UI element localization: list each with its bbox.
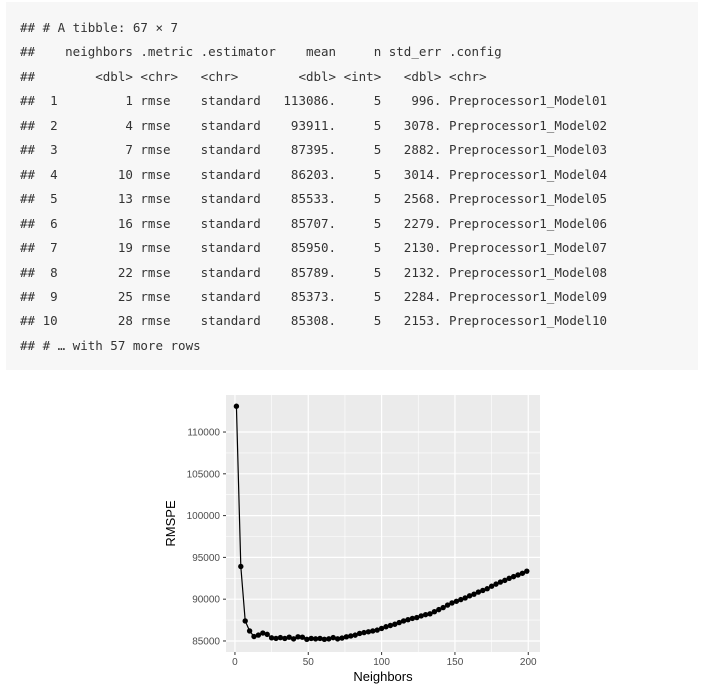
point [515, 572, 521, 578]
point [308, 635, 314, 642]
point [502, 577, 508, 584]
point [326, 636, 332, 642]
x-axis-label: Neighbors [353, 669, 413, 684]
point [471, 591, 477, 597]
console-line: ## 6 16 rmse standard 85707. 5 2279. Pre… [20, 215, 607, 231]
point [334, 636, 341, 642]
y-tick-label: 110000 [187, 428, 220, 439]
console-line: ## <dbl> <chr> <chr> <dbl> <int> <dbl> <… [20, 68, 487, 84]
console-line: ## 5 13 rmse standard 85533. 5 2568. Pre… [20, 191, 607, 207]
point [295, 634, 301, 640]
point [418, 613, 424, 619]
console-output: ## # A tibble: 67 × 7 ## neighbors .metri… [6, 2, 698, 370]
point [339, 635, 345, 641]
point [321, 636, 328, 642]
console-line: ## 3 7 rmse standard 87395. 5 2882. Prep… [20, 142, 607, 158]
point [431, 609, 438, 615]
point [238, 563, 244, 570]
x-tick-label: 150 [447, 657, 464, 668]
point [519, 570, 526, 576]
x-tick-label: 100 [373, 657, 390, 668]
point [466, 593, 473, 599]
point [290, 636, 297, 642]
point [286, 634, 292, 640]
point [370, 628, 376, 634]
point [374, 627, 380, 633]
point [273, 635, 279, 642]
point [400, 618, 407, 624]
point [427, 611, 433, 617]
point [449, 600, 455, 606]
point [396, 619, 402, 626]
point [409, 615, 416, 622]
point [506, 575, 512, 581]
console-line: ## 1 1 rmse standard 113086. 5 996. Prep… [20, 93, 607, 109]
point [317, 635, 323, 642]
point [343, 634, 350, 640]
console-line: ## neighbors .metric .estimator mean n s… [20, 44, 502, 60]
y-tick-label: 100000 [187, 511, 221, 522]
console-line: ## 8 22 rmse standard 85789. 5 2132. Pre… [20, 264, 607, 280]
point [246, 628, 253, 634]
point [242, 618, 248, 624]
point [312, 636, 319, 642]
console-line: ## # A tibble: 67 × 7 [20, 20, 179, 35]
point [260, 630, 266, 636]
point [352, 632, 358, 638]
point [251, 633, 257, 640]
x-tick-label: 50 [303, 657, 315, 668]
y-tick-label: 90000 [192, 595, 220, 606]
point [255, 632, 262, 638]
console-line: ## 7 19 rmse standard 85950. 5 2130. Pre… [20, 240, 607, 256]
point [304, 636, 310, 642]
point [484, 586, 490, 592]
point [282, 635, 288, 642]
y-tick-label: 95000 [192, 553, 220, 564]
y-tick-label: 105000 [187, 469, 221, 480]
console-line: ## 4 10 rmse standard 86203. 5 3014. Pre… [20, 166, 607, 182]
point [299, 634, 306, 640]
point [356, 630, 363, 637]
point [458, 596, 464, 603]
point [392, 621, 398, 627]
point [264, 631, 270, 638]
point [233, 403, 240, 409]
point [493, 581, 499, 587]
point [453, 598, 460, 604]
point [475, 589, 482, 595]
console-line: ## 2 4 rmse standard 93911. 5 3078. Prep… [20, 117, 607, 133]
point [480, 587, 486, 594]
point [510, 573, 517, 580]
console-line: ## # … with 57 more rows [20, 337, 201, 353]
point [365, 629, 372, 635]
point [405, 616, 411, 623]
point [387, 622, 394, 629]
point [414, 614, 420, 621]
point [348, 633, 354, 639]
point [462, 595, 468, 601]
y-axis-label: RMSPE [163, 500, 178, 547]
point [436, 606, 442, 613]
point [361, 629, 367, 636]
x-tick-label: 0 [232, 657, 238, 668]
point [268, 635, 275, 641]
panel [226, 395, 540, 652]
point [497, 579, 504, 585]
point [422, 611, 429, 618]
point [378, 625, 385, 632]
point [383, 624, 389, 630]
point [440, 604, 446, 611]
point [330, 634, 336, 641]
y-tick-label: 85000 [192, 636, 220, 647]
console-line: ## 10 28 rmse standard 85308. 5 2153. Pr… [20, 313, 607, 329]
point [277, 634, 284, 641]
x-tick-label: 200 [520, 657, 537, 668]
console-line: ## 9 25 rmse standard 85373. 5 2284. Pre… [20, 288, 607, 304]
point [524, 568, 530, 574]
point [444, 602, 451, 608]
point [488, 583, 495, 589]
